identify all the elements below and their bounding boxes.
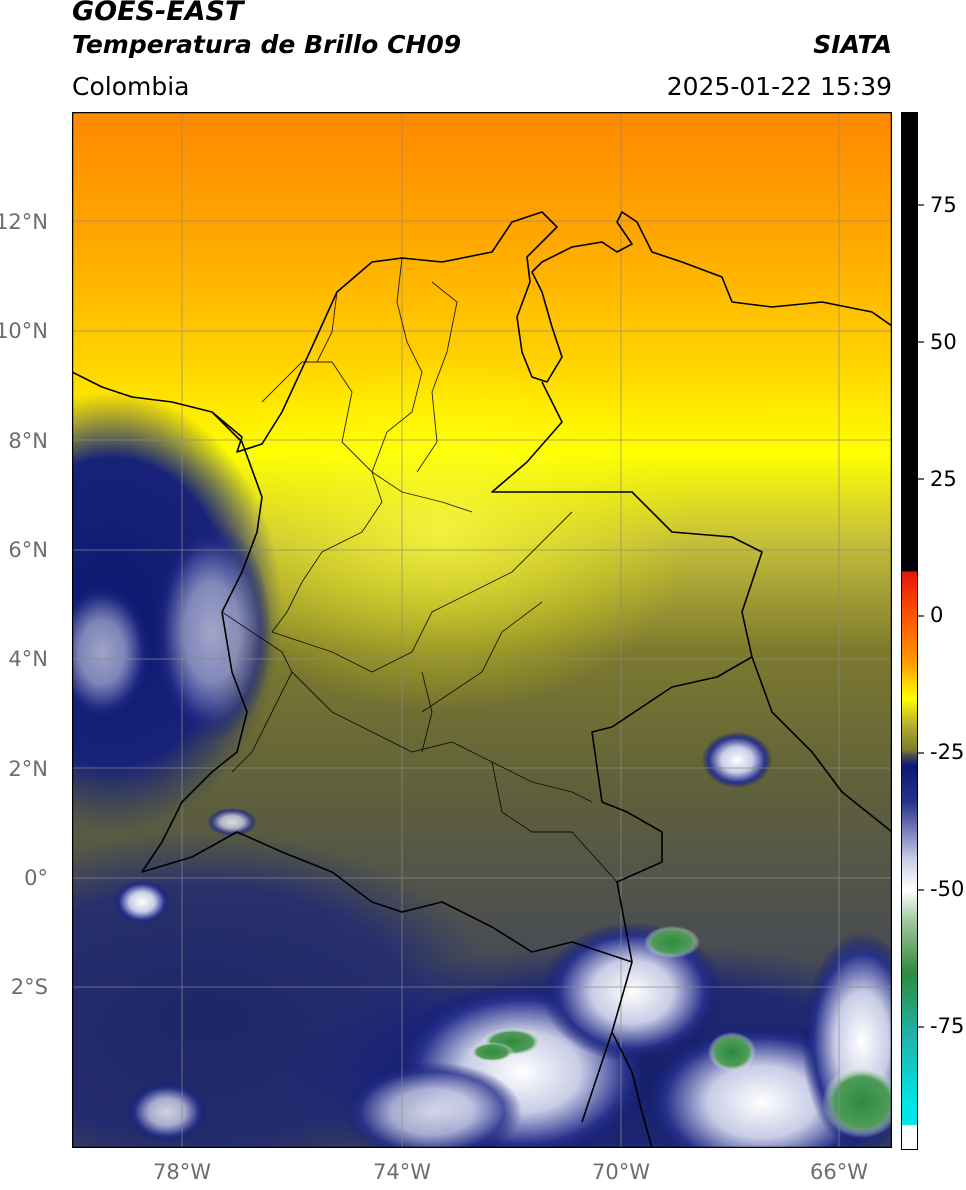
lat-tick-4n: 4°N	[8, 647, 48, 671]
lon-tick-66w: 66°W	[810, 1160, 868, 1184]
region-label: Colombia	[72, 72, 190, 101]
lon-tick-74w: 74°W	[373, 1160, 431, 1184]
lat-tick-0: 0°	[24, 866, 48, 890]
colorbar-tick-25: 25	[930, 467, 957, 491]
datetime-label: 2025-01-22 15:39	[666, 72, 892, 101]
lat-tick-6n: 6°N	[8, 538, 48, 562]
lat-tick-2s: 2°S	[10, 975, 48, 999]
colorbar-tick-50: 50	[930, 330, 957, 354]
brightness-temperature-map	[72, 112, 892, 1148]
lon-tick-70w: 70°W	[592, 1160, 650, 1184]
satellite-title: GOES-EAST	[72, 0, 244, 27]
colorbar-tick-minus75: -75	[930, 1014, 965, 1038]
product-title: Temperatura de Brillo CH09	[72, 30, 462, 59]
colorbar-tick-marks	[918, 204, 924, 1028]
lat-tick-12n: 12°N	[0, 210, 48, 234]
lat-tick-10n: 10°N	[0, 319, 48, 343]
colorbar-tick-75: 75	[930, 193, 957, 217]
colorbar-tick-minus50: -50	[930, 877, 965, 901]
lat-tick-2n: 2°N	[8, 757, 48, 781]
colorbar-tick-minus25: -25	[930, 740, 965, 764]
temperature-colorbar	[901, 112, 918, 1150]
colorbar-tick-0: 0	[930, 603, 944, 627]
agency-label: SIATA	[813, 30, 892, 59]
lat-tick-8n: 8°N	[8, 429, 48, 453]
lon-tick-78w: 78°W	[153, 1160, 211, 1184]
